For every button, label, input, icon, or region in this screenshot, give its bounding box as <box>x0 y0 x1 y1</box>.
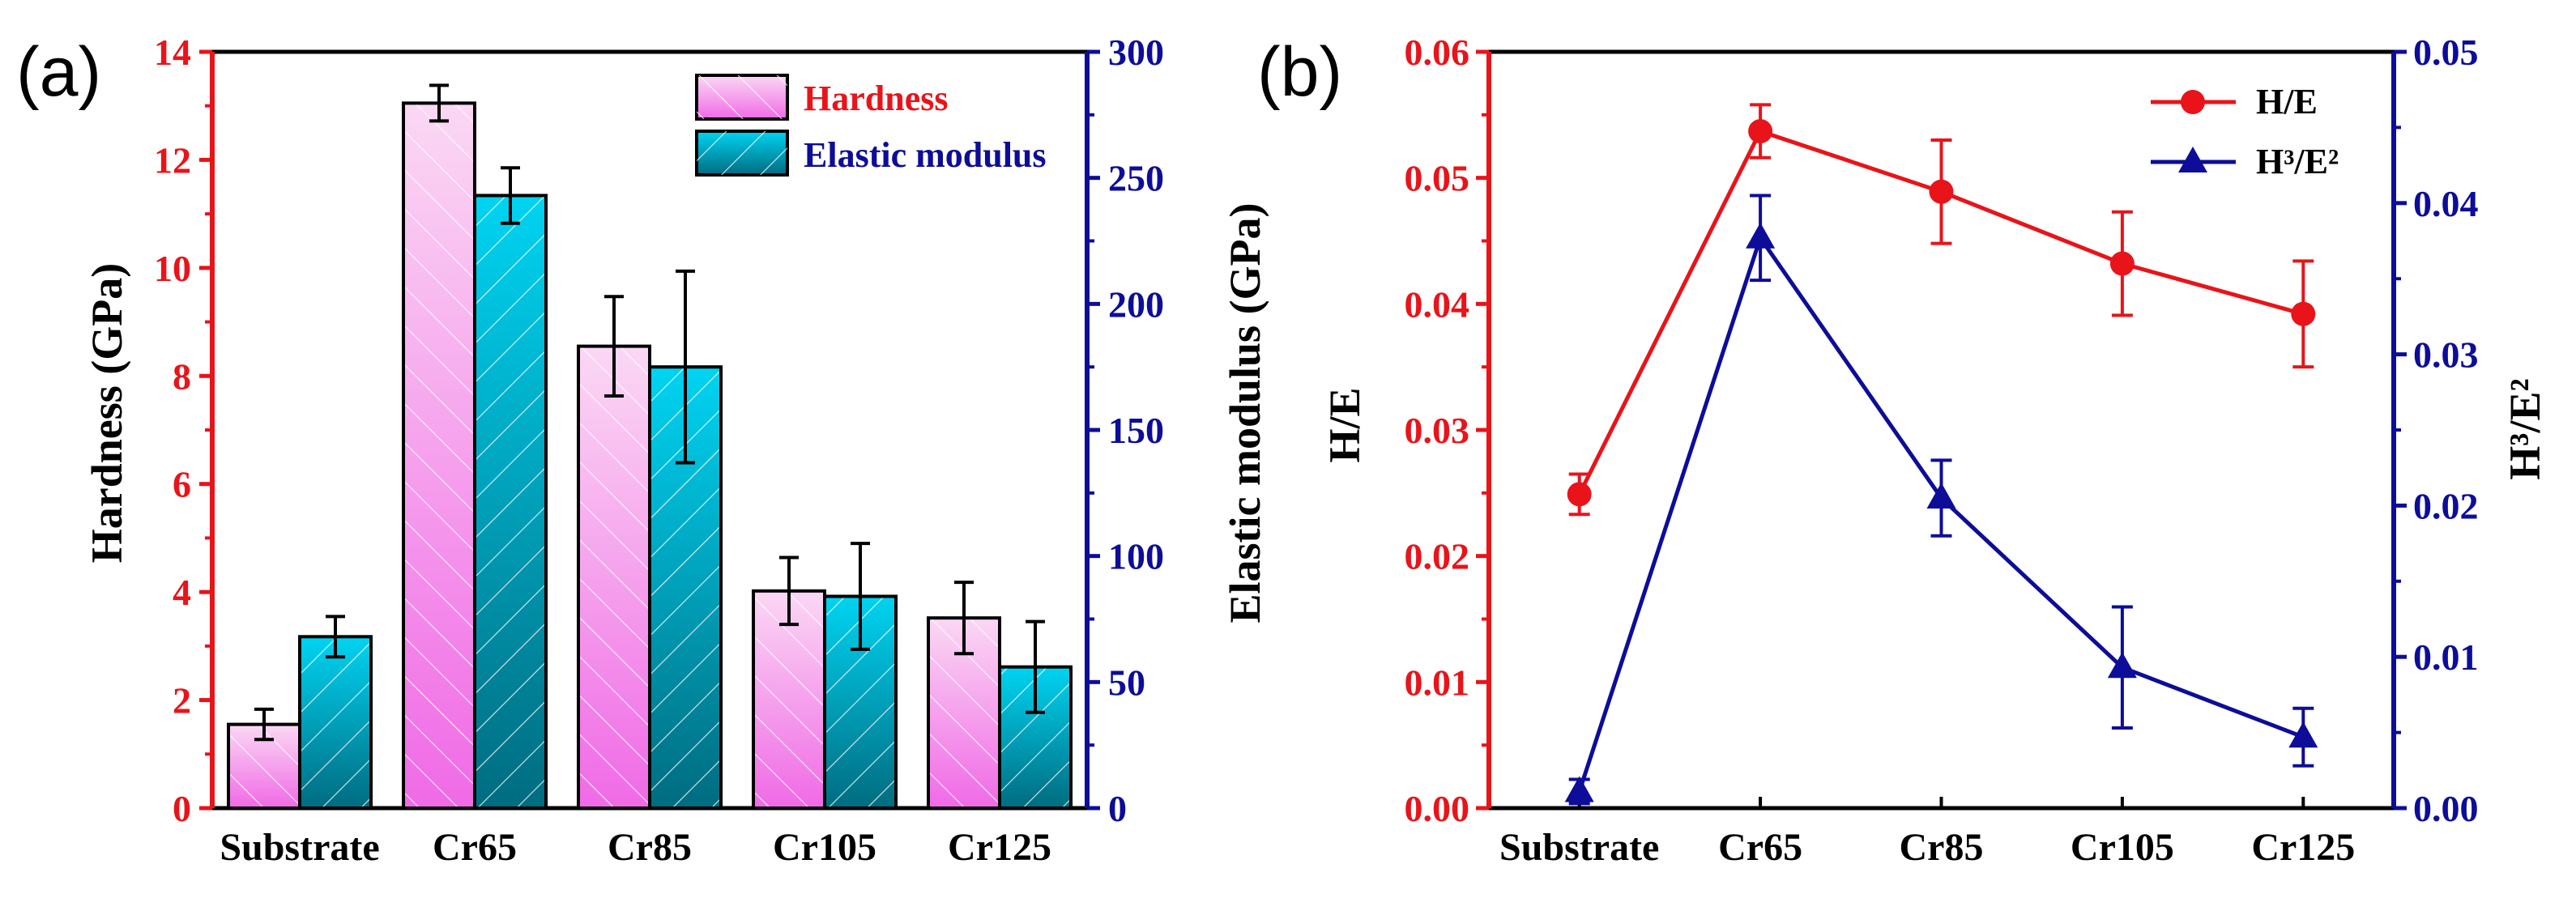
panel-a-right-tick-label: 200 <box>1108 283 1164 325</box>
panel-a-right-tick-label: 50 <box>1108 662 1145 703</box>
panel-b-right-axis-title: H³/E² <box>2501 378 2549 479</box>
panel-b-right-tick-label: 0.02 <box>2413 485 2479 526</box>
panel-b-left-tick-label: 0.02 <box>1405 536 1470 577</box>
panel-a-right-tick-label: 250 <box>1108 158 1164 199</box>
panel-b-legend: H/E H³/E² <box>2151 82 2339 181</box>
he-point <box>1929 179 1954 204</box>
h3e2-point <box>1926 483 1956 509</box>
panel-a-right-tick-label: 100 <box>1108 536 1164 577</box>
panel-b-left-tick-label: 0.05 <box>1405 158 1470 199</box>
h3e2-point <box>1746 222 1776 249</box>
panel-a-x-tick-label: Cr125 <box>948 826 1051 869</box>
panel-a-left-tick-label: 10 <box>154 248 191 289</box>
panel-b-left-tick-label: 0.01 <box>1405 662 1470 703</box>
panel-b-right-tick-label: 0.05 <box>2413 32 2479 73</box>
panel-a-left-tick-label: 6 <box>173 464 191 505</box>
panel-b-right-tick-label: 0.04 <box>2413 183 2479 224</box>
legend-modulus-label: Elastic modulus <box>804 135 1047 175</box>
he-point <box>1748 119 1773 144</box>
panel-b: (b) 0.00 0.01 0.02 0.03 0.04 0.05 0.06 0.00 0.01… <box>1257 32 2549 869</box>
panel-a-left-tick-label: 0 <box>173 788 191 829</box>
he-point <box>1567 482 1592 507</box>
legend-hardness-label: Hardness <box>804 79 948 118</box>
hardness-bar-hatch <box>755 592 823 806</box>
panel-a-right-tick-label: 0 <box>1108 788 1127 829</box>
panel-b-x-tick-label: Cr65 <box>1718 826 1802 869</box>
panel-a-left-tick-label: 4 <box>173 572 191 613</box>
legend-h3e2-marker <box>2178 147 2207 172</box>
panel-b-x-tick-label: Substrate <box>1499 826 1659 869</box>
panel-a-left-axis-title: Hardness (GPa) <box>83 263 131 564</box>
panel-a-left-tick-label: 8 <box>173 355 191 397</box>
panel-a-left-tick-label: 14 <box>154 32 191 73</box>
panel-a-plot: 0 2 4 6 8 10 12 14 0 50 100 150 200 250 300 Substrate Cr… <box>154 32 1164 869</box>
panel-a-right-tick-label: 300 <box>1108 32 1164 73</box>
hardness-bar-hatch <box>405 104 473 807</box>
panel-b-label: (b) <box>1257 33 1342 111</box>
panel-b-right-tick-label: 0.01 <box>2413 636 2479 678</box>
panel-b-x-tick-label: Cr85 <box>1900 826 1984 869</box>
panel-b-right-tick-label: 0.00 <box>2413 788 2479 829</box>
panel-b-left-tick-label: 0.04 <box>1405 283 1470 325</box>
panel-b-right-tick-label: 0.03 <box>2413 334 2479 376</box>
legend-he-marker <box>2181 90 2205 114</box>
modulus-bar-hatch <box>476 197 544 806</box>
panel-b-left-axis-title: H/E <box>1320 387 1369 462</box>
hardness-bar-hatch <box>580 347 648 806</box>
panel-b-left-tick-label: 0.03 <box>1405 410 1470 451</box>
panel-a: (a) 0 2 4 6 8 10 12 14 0 50 100 150 200 250 300 Substra… <box>16 32 1269 869</box>
h3e2-point <box>1564 776 1594 802</box>
panel-a-x-tick-label: Cr105 <box>773 826 876 869</box>
panel-a-right-axis-title: Elastic modulus (GPa) <box>1221 202 1269 623</box>
panel-a-left-tick-label: 2 <box>173 680 191 721</box>
panel-b-x-tick-label: Cr105 <box>2071 826 2174 869</box>
panel-b-plot: 0.00 0.01 0.02 0.03 0.04 0.05 0.06 0.00 0.01 0.02… <box>1405 32 2479 869</box>
h3e2-point <box>2107 652 2137 679</box>
he-point <box>2291 301 2316 326</box>
panel-b-x-tick-label: Cr125 <box>2251 826 2355 869</box>
panel-b-left-tick-label: 0.06 <box>1405 32 1470 73</box>
panel-a-x-tick-label: Cr85 <box>608 826 692 869</box>
panel-a-legend: Hardness Elastic modulus <box>695 74 1047 177</box>
panel-b-left-tick-label: 0.00 <box>1405 788 1470 829</box>
panel-a-left-tick-label: 12 <box>154 139 191 181</box>
legend-h3e2-label: H³/E² <box>2256 142 2339 181</box>
modulus-bar-hatch <box>301 638 369 806</box>
panel-a-x-tick-label: Cr65 <box>433 826 517 869</box>
panel-a-label: (a) <box>16 33 101 111</box>
h3e2-point <box>2288 721 2318 748</box>
legend-he-label: H/E <box>2256 82 2318 121</box>
panel-a-right-tick-label: 150 <box>1108 410 1164 451</box>
panel-a-x-tick-label: Substrate <box>220 826 379 869</box>
he-point <box>2109 251 2135 276</box>
